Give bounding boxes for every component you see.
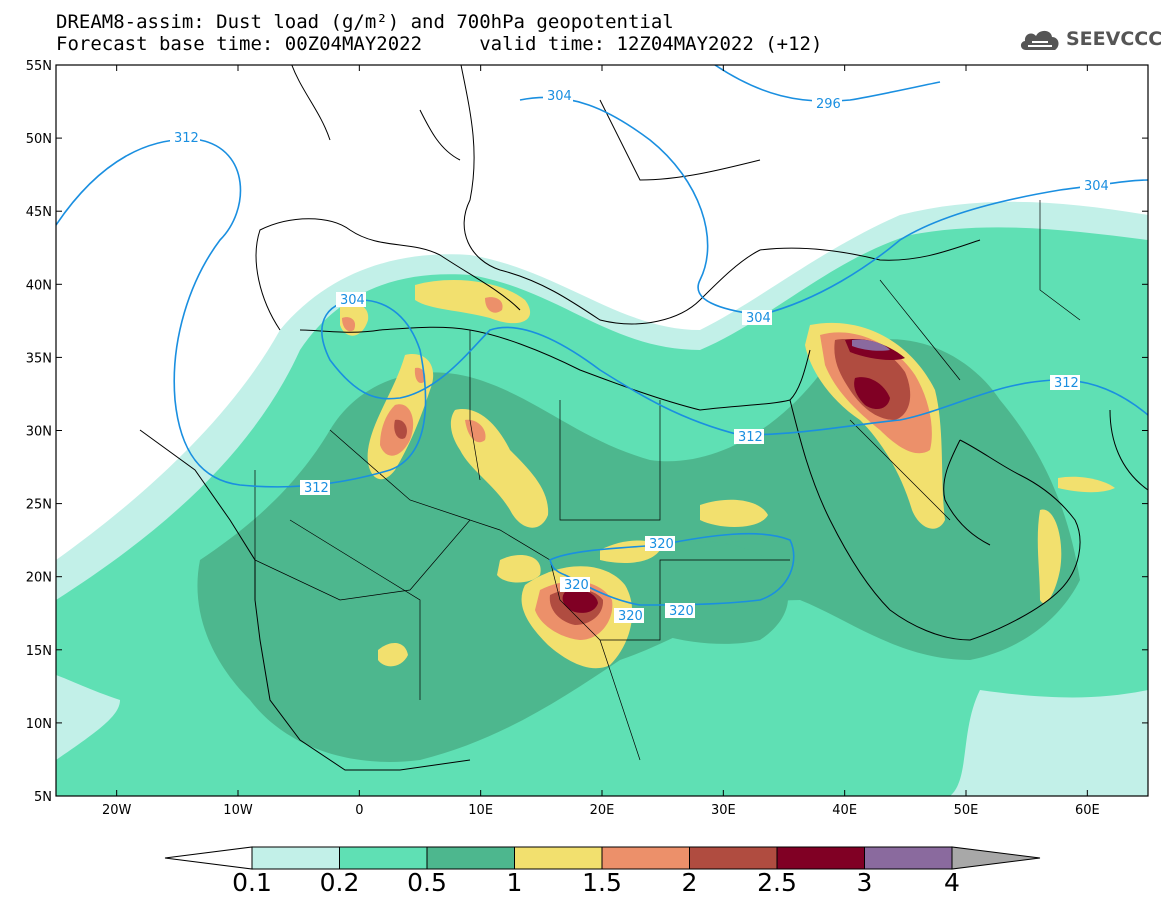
colorbar-segment [776, 846, 865, 870]
contour-label: 304 [746, 311, 771, 326]
colorbar-segment [689, 846, 778, 870]
figure-title: DREAM8-assim: Dust load (g/m²) and 700hP… [56, 11, 674, 33]
colorbar: 0.1 0.2 0.5 1 1.5 2 2.5 3 4 [164, 846, 1041, 897]
colorbar-label: 0.2 [320, 868, 360, 897]
contour-label: 320 [669, 604, 694, 619]
contour-label: 312 [1054, 376, 1079, 391]
cloud-logo-icon [1020, 30, 1059, 50]
map-plot-area: 312 304 296 304 304 304 312 312 312 320 … [56, 65, 1148, 796]
colorbar-over-triangle [951, 846, 1041, 870]
lat-tick-label: 15N [26, 644, 52, 659]
colorbar-label: 1 [507, 868, 523, 897]
lon-tick-label: 60E [1075, 803, 1100, 818]
colorbar-segment [514, 846, 603, 870]
lon-tick-label: 40E [832, 803, 857, 818]
colorbar-label: 3 [857, 868, 873, 897]
lat-tick-label: 25N [26, 498, 52, 513]
contour-label: 312 [738, 430, 763, 445]
contour-label: 320 [618, 609, 643, 624]
lat-tick-label: 55N [26, 59, 52, 74]
contour-label: 304 [340, 293, 365, 308]
contour-label: 304 [547, 89, 572, 104]
lat-tick-label: 35N [26, 351, 52, 366]
lat-tick-label: 50N [26, 132, 52, 147]
lon-tick-label: 20W [102, 803, 132, 818]
coastlines [56, 65, 1148, 771]
lat-tick-label: 40N [26, 278, 52, 293]
lon-tick-label: 30E [711, 803, 736, 818]
lat-tick-label: 5N [34, 790, 52, 805]
contour-label: 296 [816, 97, 841, 112]
longitude-axis: 20W 10W 0 10E 20E 30E 40E 50E 60E [102, 65, 1100, 818]
colorbar-label: 0.5 [407, 868, 447, 897]
seevccc-logo: SEEVCCC [1018, 26, 1162, 52]
contour-label: 304 [1084, 179, 1109, 194]
lat-tick-label: 20N [26, 571, 52, 586]
dust-level-3 [852, 339, 890, 351]
contour-label: 320 [649, 537, 674, 552]
colorbar-segment [601, 846, 690, 870]
lat-tick-label: 45N [26, 205, 52, 220]
lon-tick-label: 0 [355, 803, 363, 818]
colorbar-segment [339, 846, 428, 870]
contour-label: 312 [174, 131, 199, 146]
colorbar-label: 0.1 [232, 868, 272, 897]
colorbar-label: 4 [944, 868, 960, 897]
contour-labels: 312 304 296 304 304 304 312 312 312 320 … [170, 88, 1110, 624]
logo-text: SEEVCCC [1066, 28, 1163, 50]
colorbar-under-triangle [164, 846, 253, 870]
colorbar-segment [426, 846, 515, 870]
country-borders [254, 200, 1081, 761]
colorbar-segment [864, 846, 953, 870]
lon-tick-label: 10E [468, 803, 493, 818]
lat-tick-label: 10N [26, 717, 52, 732]
latitude-axis: 55N 50N 45N 40N 35N 30N 25N 20N 15N 10N 5N [26, 59, 1148, 805]
colorbar-label: 2 [682, 868, 698, 897]
lon-tick-label: 20E [590, 803, 615, 818]
lon-tick-label: 10W [223, 803, 253, 818]
lon-tick-label: 50E [954, 803, 979, 818]
colorbar-label: 2.5 [757, 868, 797, 897]
contour-label: 312 [304, 481, 329, 496]
contour-label: 320 [564, 578, 589, 593]
forecast-time-line: Forecast base time: 00Z04MAY2022 valid t… [56, 33, 823, 55]
colorbar-label: 1.5 [582, 868, 622, 897]
lat-tick-label: 30N [26, 425, 52, 440]
colorbar-segment [251, 846, 340, 870]
